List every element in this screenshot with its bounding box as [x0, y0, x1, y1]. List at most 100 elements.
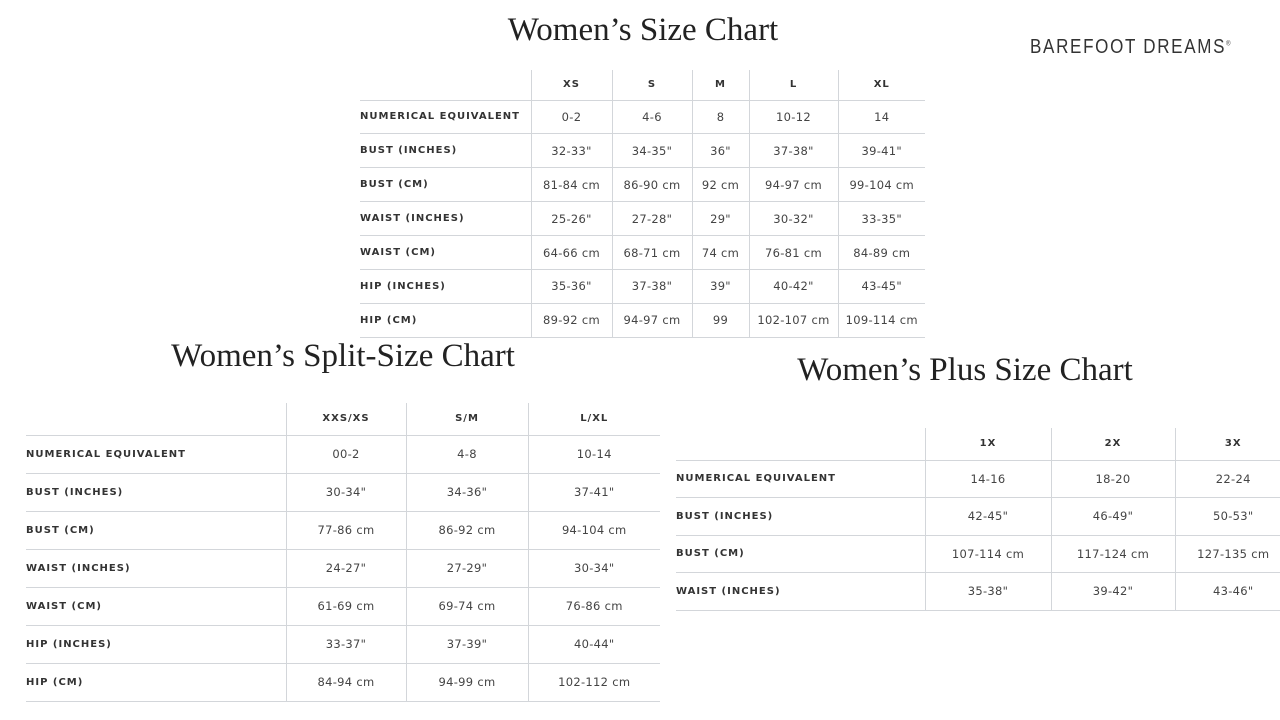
header-row: 1X 2X 3X — [676, 428, 1280, 460]
table-cell: 34-36" — [405, 472, 528, 511]
row-label: BUST (INCHES) — [26, 472, 286, 511]
table-cell: 10-12 — [748, 99, 838, 134]
table-cell: 29" — [691, 201, 749, 236]
table-cell: 43-45" — [837, 268, 925, 304]
table-cell: 127-135 cm — [1174, 534, 1280, 573]
row-label: NUMERICAL EQUIVALENT — [676, 459, 925, 498]
table-cell: 14 — [837, 99, 925, 134]
column-header: S — [611, 70, 692, 100]
table-cell: 102-112 cm — [527, 662, 660, 702]
table-cell: 37-38" — [611, 268, 692, 304]
table-cell: 86-90 cm — [611, 167, 692, 202]
logo-text: BAREFOOT DREAMS — [1030, 36, 1227, 58]
table-cell: 35-38" — [924, 572, 1051, 611]
row-label: HIP (CM) — [26, 662, 286, 702]
table-cell: 25-26" — [530, 201, 612, 236]
table-row: WAIST (INCHES) 24-27" 27-29" 30-34" — [26, 548, 660, 587]
table-row: BUST (INCHES) 42-45" 46-49" 50-53" — [676, 497, 1280, 535]
brand-logo: BAREFOOT DREAMS® — [1030, 36, 1233, 58]
table-cell: 61-69 cm — [285, 586, 406, 625]
table-cell: 40-42" — [748, 268, 838, 304]
table-cell: 89-92 cm — [530, 302, 612, 338]
split-size-chart-title: Women’s Split-Size Chart — [171, 338, 515, 374]
row-label: WAIST (INCHES) — [676, 572, 925, 611]
row-label: HIP (INCHES) — [360, 268, 531, 304]
table-cell: 4-6 — [611, 99, 692, 134]
size-chart-title: Women’s Size Chart — [507, 12, 779, 48]
table-cell: 33-35" — [837, 201, 925, 236]
table-cell: 24-27" — [285, 548, 406, 587]
table-cell: 84-94 cm — [285, 662, 406, 702]
table-cell: 33-37" — [285, 624, 406, 663]
table-cell: 84-89 cm — [837, 235, 925, 270]
table-cell: 77-86 cm — [285, 510, 406, 549]
row-label: WAIST (CM) — [360, 235, 531, 270]
column-header: L — [748, 70, 838, 100]
table-cell: 102-107 cm — [748, 302, 838, 338]
row-label: NUMERICAL EQUIVALENT — [360, 99, 531, 134]
table-cell: 22-24 — [1174, 459, 1280, 498]
table-cell: 18-20 — [1050, 459, 1175, 498]
table-cell: 69-74 cm — [405, 586, 528, 625]
column-header: XS — [530, 70, 612, 100]
table-cell: 32-33" — [530, 133, 612, 168]
table-cell: 10-14 — [527, 434, 660, 473]
table-cell: 30-32" — [748, 201, 838, 236]
header-row: XXS/XS S/M L/XL — [26, 403, 660, 435]
table-cell: 86-92 cm — [405, 510, 528, 549]
table-cell: 92 cm — [691, 167, 749, 202]
plus-size-chart-table: 1X 2X 3X NUMERICAL EQUIVALENT 14-16 18-20 22-2… — [676, 428, 1280, 611]
table-row: WAIST (INCHES) 25-26" 27-28" 29" 30-32" 33-35… — [360, 201, 925, 236]
table-cell: 42-45" — [924, 497, 1051, 535]
header-row: XS S M L XL — [360, 70, 925, 100]
table-cell: 43-46" — [1174, 572, 1280, 611]
table-cell: 30-34" — [285, 472, 406, 511]
table-cell: 37-41" — [527, 472, 660, 511]
table-row: BUST (CM) 81-84 cm 86-90 cm 92 cm 94-97 cm 99… — [360, 167, 925, 202]
column-header: S/M — [405, 403, 528, 435]
plus-size-chart-title: Women’s Plus Size Chart — [797, 352, 1133, 388]
table-cell: 00-2 — [285, 434, 406, 473]
empty-header — [26, 403, 286, 435]
table-cell: 40-44" — [527, 624, 660, 663]
table-row: HIP (CM) 89-92 cm 94-97 cm 99 102-107 cm 109-… — [360, 302, 925, 338]
table-row: BUST (INCHES) 32-33" 34-35" 36" 37-38" 39-41" — [360, 133, 925, 168]
table-cell: 94-97 cm — [611, 302, 692, 338]
table-cell: 107-114 cm — [924, 534, 1051, 573]
row-label: HIP (INCHES) — [26, 624, 286, 663]
table-cell: 94-99 cm — [405, 662, 528, 702]
row-label: BUST (CM) — [360, 167, 531, 202]
column-header: 2X — [1050, 428, 1175, 460]
table-cell: 34-35" — [611, 133, 692, 168]
table-cell: 99-104 cm — [837, 167, 925, 202]
table-cell: 36" — [691, 133, 749, 168]
size-chart-table: XS S M L XL NUMERICAL EQUIVALENT 0-2 4-6 8 10-12 1… — [360, 70, 925, 338]
table-row: NUMERICAL EQUIVALENT 14-16 18-20 22-24 — [676, 459, 1280, 498]
table-cell: 39-41" — [837, 133, 925, 168]
row-label: BUST (CM) — [676, 534, 925, 573]
table-cell: 35-36" — [530, 268, 612, 304]
row-label: NUMERICAL EQUIVALENT — [26, 434, 286, 473]
table-cell: 46-49" — [1050, 497, 1175, 535]
row-label: WAIST (INCHES) — [26, 548, 286, 587]
table-row: BUST (CM) 77-86 cm 86-92 cm 94-104 cm — [26, 510, 660, 549]
table-row: WAIST (CM) 64-66 cm 68-71 cm 74 cm 76-81 cm 8… — [360, 235, 925, 270]
split-size-chart-table: XXS/XS S/M L/XL NUMERICAL EQUIVALENT 00-2 4-8… — [26, 403, 660, 702]
table-cell: 99 — [691, 302, 749, 338]
table-row: HIP (INCHES) 33-37" 37-39" 40-44" — [26, 624, 660, 663]
table-cell: 68-71 cm — [611, 235, 692, 270]
row-label: BUST (INCHES) — [360, 133, 531, 168]
row-label: BUST (INCHES) — [676, 497, 925, 535]
table-row: WAIST (INCHES) 35-38" 39-42" 43-46" — [676, 572, 1280, 611]
table-cell: 39-42" — [1050, 572, 1175, 611]
column-header: 1X — [924, 428, 1051, 460]
row-label: HIP (CM) — [360, 302, 531, 338]
table-cell: 27-29" — [405, 548, 528, 587]
table-cell: 76-86 cm — [527, 586, 660, 625]
table-cell: 94-97 cm — [748, 167, 838, 202]
empty-header — [360, 70, 531, 100]
table-cell: 64-66 cm — [530, 235, 612, 270]
table-row: BUST (CM) 107-114 cm 117-124 cm 127-135 cm — [676, 534, 1280, 573]
table-cell: 94-104 cm — [527, 510, 660, 549]
table-cell: 39" — [691, 268, 749, 304]
